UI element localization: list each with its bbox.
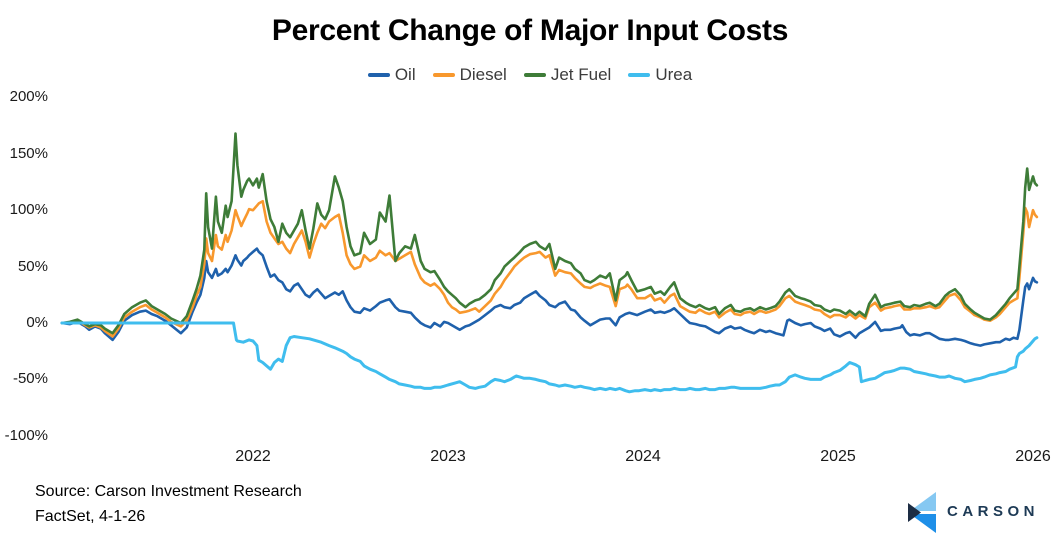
legend-item-diesel: Diesel xyxy=(432,65,507,85)
legend-swatch-diesel xyxy=(432,73,455,77)
y-axis-tick: 50% xyxy=(17,257,48,275)
x-axis-tick: 2026 xyxy=(1015,448,1051,465)
y-axis-tick: 150% xyxy=(9,144,48,162)
x-axis-tick: 2023 xyxy=(430,448,466,465)
legend-swatch-oil xyxy=(367,73,390,77)
y-axis-tick: 0% xyxy=(26,314,48,331)
legend-swatch-jet-fuel xyxy=(523,73,546,77)
y-axis-tick: 100% xyxy=(9,201,48,219)
carson-logo-text: CARSON xyxy=(947,503,1040,520)
logo-triangle-light xyxy=(910,492,936,511)
legend-label: Oil xyxy=(394,65,416,84)
x-axis-tick: 2024 xyxy=(625,448,661,465)
series-line-urea xyxy=(60,321,1039,394)
series-line-oil xyxy=(60,247,1039,347)
legend-label: Urea xyxy=(655,65,693,84)
carson-logo-icon xyxy=(908,492,936,533)
x-axis-tick: 2022 xyxy=(235,448,271,465)
chart-title: Percent Change of Major Input Costs xyxy=(271,14,789,47)
y-axis-tick: -100% xyxy=(4,426,48,444)
chart-legend: Oil Diesel Jet Fuel Urea xyxy=(0,65,1060,85)
source-line-2: FactSet, 4-1-26 xyxy=(35,508,146,525)
y-axis-tick: 200% xyxy=(9,88,48,106)
legend-label: Diesel xyxy=(459,65,507,84)
x-axis-tick: 2025 xyxy=(820,448,856,465)
logo-triangle-dark xyxy=(908,503,921,522)
legend-item-urea: Urea xyxy=(628,65,692,85)
source-line-1: Source: Carson Investment Research xyxy=(35,483,302,500)
logo-triangle-mid xyxy=(910,514,936,533)
legend-swatch-urea xyxy=(628,73,651,77)
legend-item-oil: Oil xyxy=(367,65,416,85)
legend-label: Jet Fuel xyxy=(550,65,612,84)
series-line-diesel xyxy=(60,199,1039,338)
series-line-jet-fuel xyxy=(60,132,1039,335)
carson-logo: CARSON xyxy=(905,490,1055,535)
source-note: Source: Carson Investment Research FactS… xyxy=(35,479,302,529)
y-axis-tick: -50% xyxy=(12,370,48,388)
legend-item-jet-fuel: Jet Fuel xyxy=(523,65,612,85)
